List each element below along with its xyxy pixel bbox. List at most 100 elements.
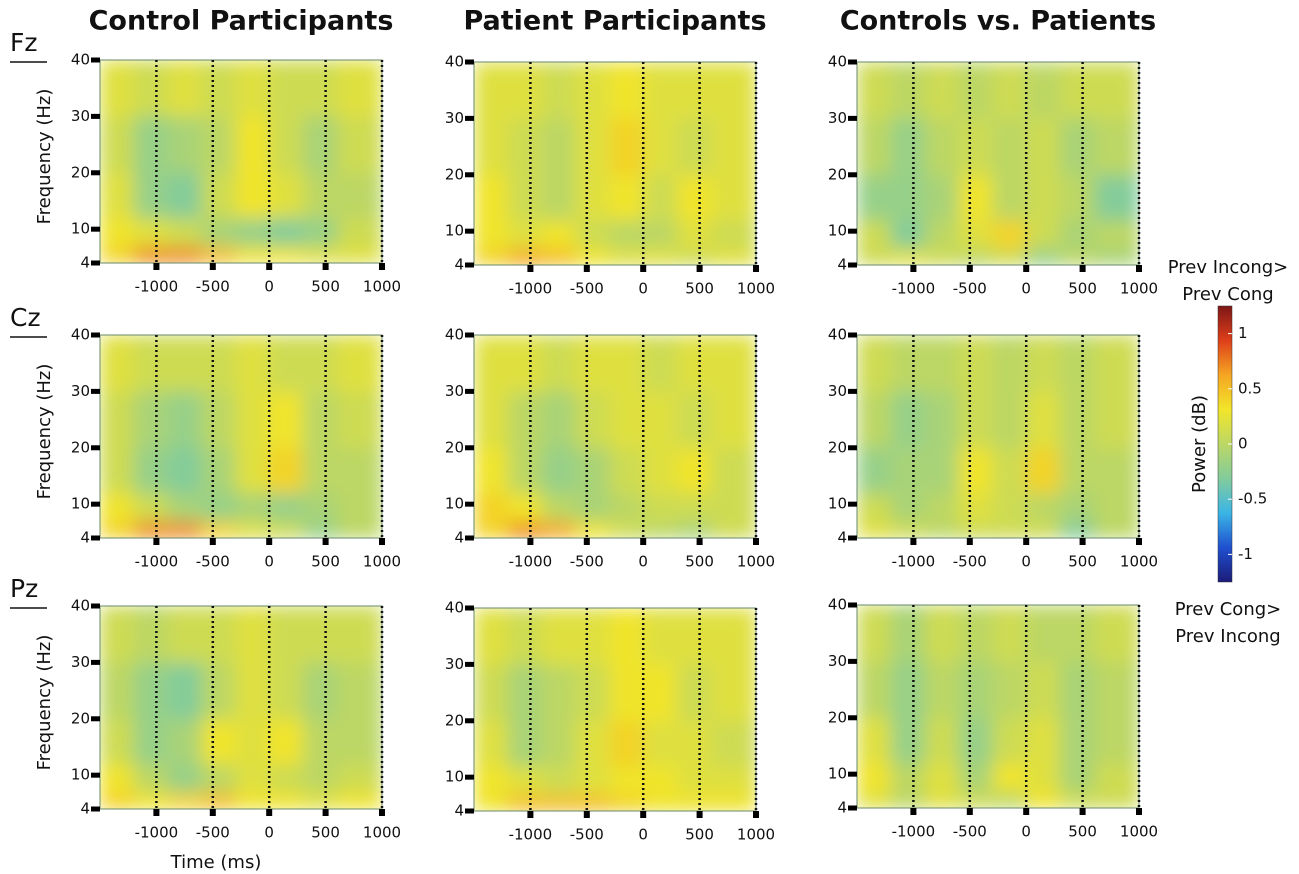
x-tick-label: -500: [570, 280, 604, 298]
heatmap-cell: [235, 521, 269, 538]
heatmap-cell: [168, 60, 202, 117]
y-tick-label: 10: [445, 222, 464, 240]
y-tick-label: 30: [445, 109, 464, 127]
heatmap-cell: [269, 493, 303, 522]
heatmap-cell: [508, 248, 542, 265]
x-tick-label: 0: [1021, 823, 1031, 841]
heatmap-cell: [576, 391, 610, 448]
heatmap-cell: [1060, 62, 1094, 119]
heatmap-cell: [337, 116, 383, 173]
heatmap-cell: [643, 335, 677, 392]
heatmap-cell: [1026, 62, 1060, 119]
heatmap-cell: [542, 493, 576, 522]
heatmap-cell: [1094, 391, 1140, 448]
heatmap-cell: [269, 764, 303, 793]
heatmap-cell: [576, 335, 610, 392]
colorbar-bottom-label: Prev Cong>: [1175, 599, 1282, 620]
heatmap-cell: [100, 521, 134, 538]
y-tick-mark: [465, 536, 474, 541]
heatmap-cell: [576, 664, 610, 721]
heatmap-cell: [1094, 718, 1140, 764]
heatmap-cell: [643, 175, 677, 221]
heatmap-cell: [235, 448, 269, 494]
heatmap-cell: [542, 62, 576, 119]
heatmap-cell: [1094, 62, 1140, 119]
x-tick-label: 500: [311, 824, 340, 842]
heatmap-cell: [134, 335, 168, 392]
heatmap-cell: [576, 521, 610, 538]
heatmap-cell: [303, 391, 337, 448]
x-tick-mark: [210, 809, 216, 816]
heatmap-cell: [134, 173, 168, 219]
heatmap-cell: [508, 664, 542, 721]
heatmap-cell: [1026, 391, 1060, 448]
heatmap-cell: [609, 448, 643, 494]
x-tick-label: -500: [196, 824, 230, 842]
heatmap-cell: [891, 448, 925, 494]
heatmap-cell: [959, 718, 993, 764]
heatmap-cell: [100, 764, 134, 793]
heatmap-cell: [1026, 718, 1060, 764]
heatmap-cell: [235, 116, 269, 173]
y-tick-label: 30: [71, 653, 90, 671]
heatmap-cell: [609, 248, 643, 265]
heatmap-cell: [542, 220, 576, 249]
x-tick-mark: [379, 263, 385, 270]
x-tick-mark: [1080, 538, 1086, 545]
y-tick-mark: [848, 715, 857, 720]
heatmap-cell: [677, 391, 711, 448]
heatmap-cell: [337, 60, 383, 117]
colorbar-bottom-label: Prev Incong: [1175, 626, 1280, 647]
heatmap-cell: [542, 248, 576, 265]
y-tick-label: 20: [445, 438, 464, 456]
heatmap-cell: [576, 175, 610, 221]
heatmap-cell: [235, 606, 269, 663]
heatmap-cell: [1026, 521, 1060, 538]
heatmap-cell: [1060, 718, 1094, 764]
heatmap-cell: [992, 335, 1026, 392]
heatmap-cell: [925, 493, 959, 522]
heatmap-cell: [303, 719, 337, 765]
heatmap-cell: [677, 220, 711, 249]
heatmap-cell: [1026, 448, 1060, 494]
heatmap-cell: [711, 335, 757, 392]
heatmap-cell: [1060, 493, 1094, 522]
heatmap-cell: [100, 719, 134, 765]
heatmap-cell: [576, 118, 610, 175]
y-tick-mark: [91, 716, 100, 721]
heatmap-cell: [202, 173, 236, 219]
y-tick-mark: [848, 333, 857, 338]
heatmap-cell: [925, 220, 959, 249]
heatmap-cell: [303, 764, 337, 793]
y-tick-label: 10: [828, 495, 847, 513]
heatmap-cells: [474, 62, 757, 266]
x-tick-mark: [640, 538, 646, 545]
heatmap-cell: [508, 62, 542, 119]
x-tick-label: 500: [1068, 553, 1097, 571]
colorbar-tick-label: 0: [1238, 435, 1248, 453]
heatmap-cell: [1060, 175, 1094, 221]
heatmap-cell: [337, 218, 383, 247]
heatmap-cell: [992, 791, 1026, 808]
x-tick-mark: [697, 811, 703, 818]
heatmap-cell: [643, 448, 677, 494]
x-tick-mark: [967, 808, 973, 815]
heatmap-cell: [891, 220, 925, 249]
y-tick-mark: [465, 172, 474, 177]
y-tick-label: 20: [828, 165, 847, 183]
x-tick-mark: [753, 811, 759, 818]
y-tick-label: 4: [454, 802, 464, 820]
heatmap-cell: [925, 661, 959, 718]
heatmap-cell: [643, 391, 677, 448]
y-tick-label: 40: [828, 596, 847, 614]
y-tick-mark: [91, 227, 100, 232]
heatmap-cell: [542, 448, 576, 494]
x-tick-mark: [1080, 265, 1086, 272]
heatmap-cell: [542, 118, 576, 175]
y-tick-label: 10: [828, 222, 847, 240]
heatmap-cell: [508, 521, 542, 538]
heatmap-cell: [857, 62, 891, 119]
heatmap-cell: [1060, 391, 1094, 448]
y-tick-label: 4: [454, 529, 464, 547]
heatmap-cell: [576, 766, 610, 795]
